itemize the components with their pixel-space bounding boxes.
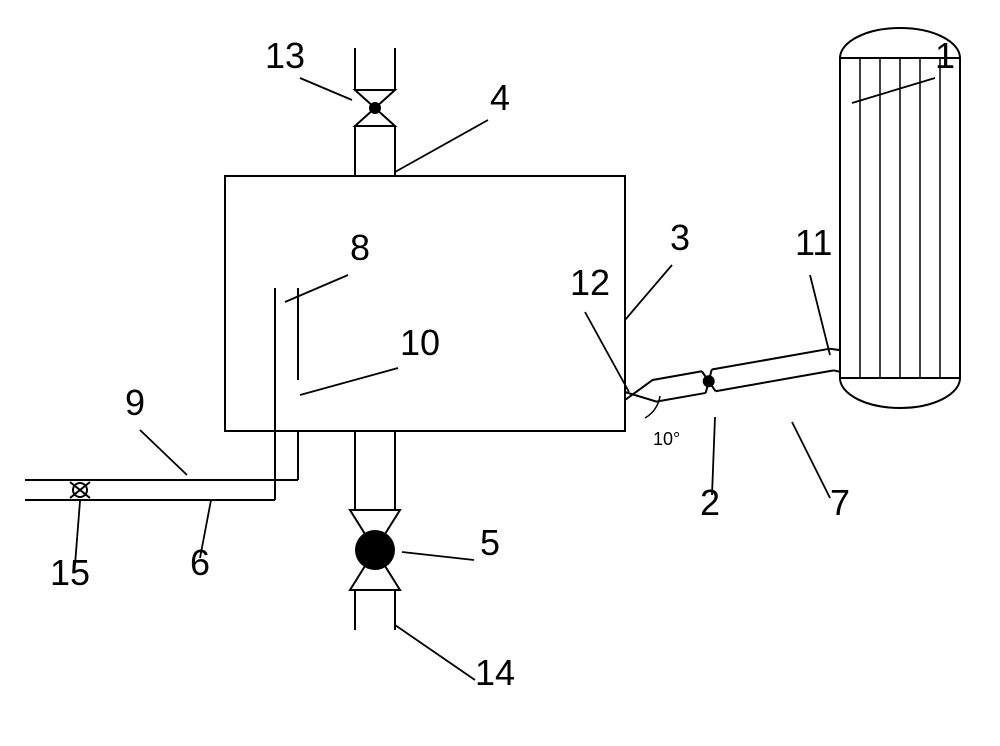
angle-label: 10° xyxy=(653,429,680,449)
label-8: 8 xyxy=(350,227,370,268)
label-7: 7 xyxy=(830,482,850,523)
main-tank xyxy=(225,176,625,431)
label-10: 10 xyxy=(400,322,440,363)
leader-4 xyxy=(395,120,488,172)
label-14: 14 xyxy=(475,652,515,693)
leader-14 xyxy=(395,625,475,680)
leader-1 xyxy=(852,78,935,103)
valve-bottom-ball xyxy=(355,530,395,570)
label-13: 13 xyxy=(265,35,305,76)
label-6: 6 xyxy=(190,542,210,583)
valve-inlet xyxy=(703,375,715,387)
leader-7 xyxy=(792,422,830,498)
leader-11 xyxy=(810,275,830,355)
label-1: 1 xyxy=(935,35,955,76)
leader-5 xyxy=(402,552,474,560)
label-12: 12 xyxy=(570,262,610,303)
leader-13 xyxy=(300,78,352,100)
leader-9 xyxy=(140,430,187,475)
leader-12 xyxy=(585,312,629,392)
label-2: 2 xyxy=(700,482,720,523)
label-9: 9 xyxy=(125,382,145,423)
vessel-bottom-cap xyxy=(840,378,960,408)
leader-10 xyxy=(300,368,398,395)
label-3: 3 xyxy=(670,217,690,258)
label-15: 15 xyxy=(50,552,90,593)
label-4: 4 xyxy=(490,77,510,118)
leader-8 xyxy=(285,275,348,302)
label-5: 5 xyxy=(480,522,500,563)
leader-3 xyxy=(625,265,672,320)
label-11: 11 xyxy=(795,222,832,263)
